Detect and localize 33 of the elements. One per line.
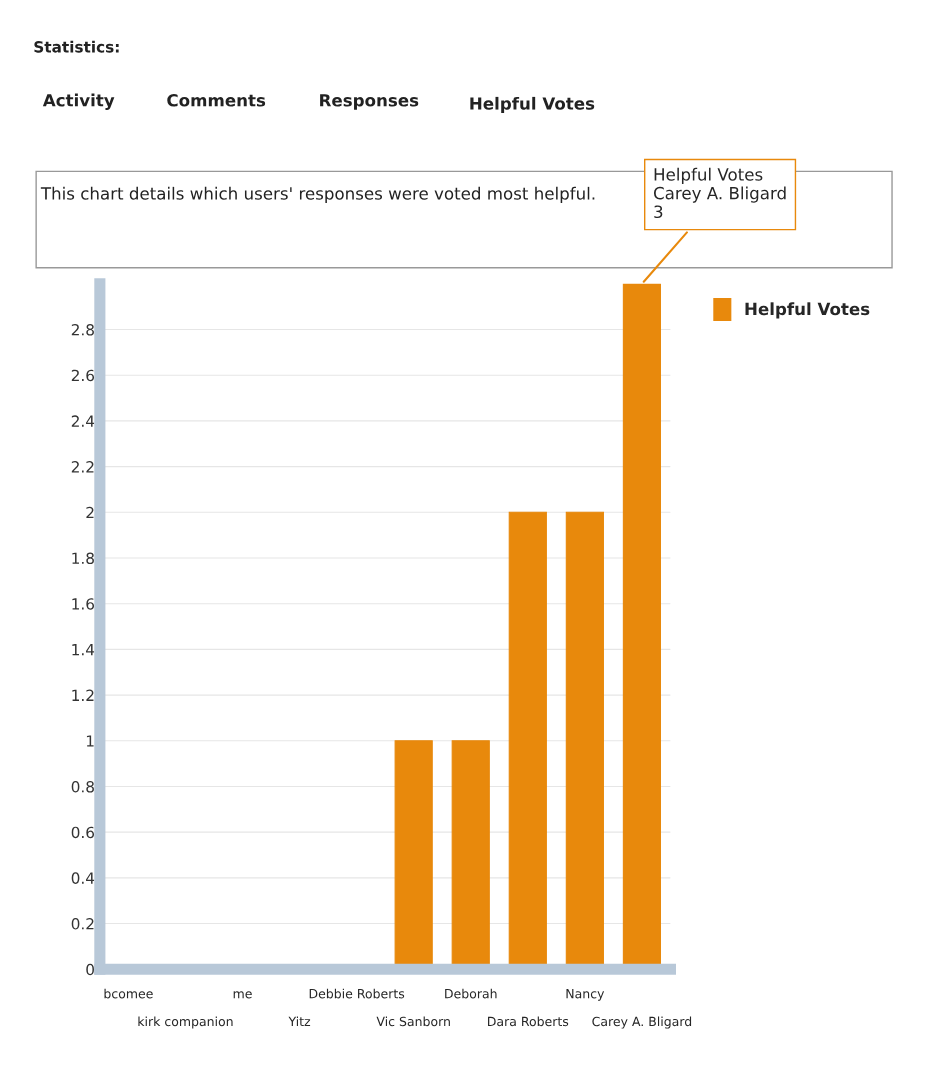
x-tick-label: Carey A. Bligard (592, 1016, 692, 1029)
x-tick-label: bcomee (104, 988, 153, 999)
x-tick-label: Nancy (566, 989, 605, 1001)
y-tick-label: 2 (86, 506, 94, 519)
x-tick-label: me (233, 991, 252, 999)
text: Comments (167, 93, 266, 107)
text: Responses (320, 94, 419, 110)
legend-label: Helpful Votes (745, 302, 870, 319)
x-tick-label: kirk companion (138, 1016, 233, 1029)
x-tick-label: Dara Roberts (488, 1016, 569, 1027)
x-tick-label: Vic Sanborn (376, 1016, 450, 1027)
y-tick-label: 1.6 (72, 598, 95, 610)
text: Helpful Votes (470, 96, 595, 114)
text: Statistics: (34, 40, 119, 53)
y-tick-label: 2.4 (71, 415, 95, 427)
y-tick-label: 0 (86, 963, 94, 976)
y-tick-label: 1 (86, 735, 94, 747)
y-tick-label: 0.6 (71, 826, 95, 839)
text: Activity (42, 93, 115, 110)
text: This chart details which users' responses were voted most helpful. (40, 186, 595, 203)
y-tick-label: 1.2 (72, 689, 94, 701)
y-tick-label: 0.2 (71, 918, 94, 930)
x-tick-label: Deborah (445, 988, 497, 999)
y-tick-label: 2.8 (71, 323, 94, 336)
y-tick-label: 2.2 (71, 461, 94, 473)
x-tick-label: Yitz (288, 1016, 311, 1026)
y-tick-label: 2.6 (71, 369, 95, 382)
y-tick-label: 0.8 (71, 780, 94, 793)
y-tick-label: 1.4 (72, 644, 95, 656)
y-tick-label: 1.8 (72, 552, 94, 565)
annotation: Helpful Votes Carey A. Bligard 3 (653, 167, 786, 219)
x-tick-label: Debbie Roberts (309, 988, 405, 999)
y-tick-label: 0.4 (71, 872, 95, 884)
